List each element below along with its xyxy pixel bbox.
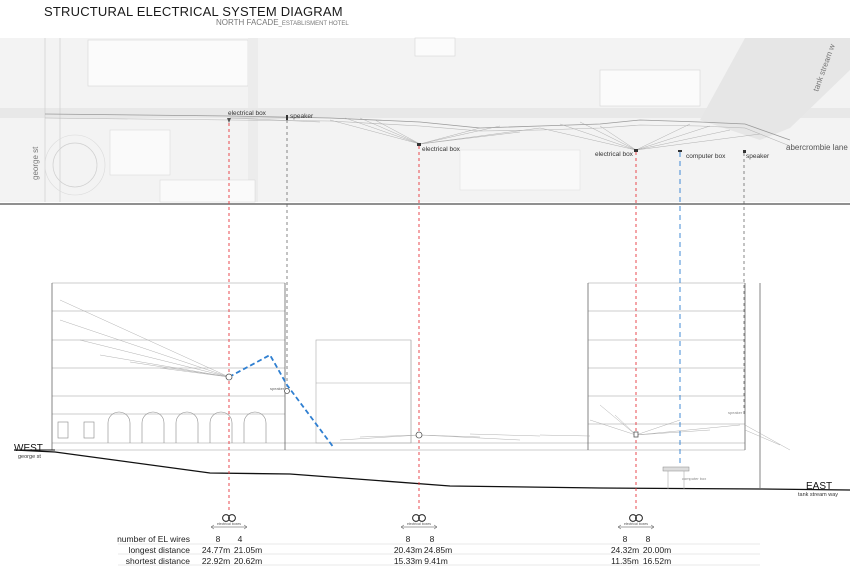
cable-path: [228, 353, 335, 449]
label-east-sub: tank stream way: [798, 492, 838, 498]
speaker-marker: [743, 150, 746, 153]
electrical-box-marker: [634, 149, 638, 152]
electrical-box-marker: [417, 143, 421, 146]
label-speaker-1: speaker: [290, 113, 314, 120]
electrical-box-guides: [228, 123, 637, 512]
plan-block: [87, 39, 249, 87]
cell-g2-c2-shortest: 9.41m: [424, 556, 448, 566]
label-abercrombie: abercrombie lane: [786, 143, 848, 152]
electrical-box-marker: [227, 118, 231, 123]
elevation-computer-box-label: computer box: [682, 476, 706, 481]
legend-icons: electrical boxes electrical boxes electr…: [210, 514, 655, 530]
electrical-box-node: [633, 431, 639, 438]
plan-facade-outline: [44, 113, 791, 141]
speaker-node: [284, 388, 290, 394]
plan-block: [414, 37, 456, 57]
cell-g3-c1-longest: 24.32m: [611, 545, 639, 555]
computer-box-elevation: [662, 466, 690, 489]
page-subtitle: NORTH FACADE_ESTABLISMENT HOTEL: [216, 18, 349, 27]
plan-block: [459, 149, 581, 191]
elevation-wire-fan: [59, 299, 791, 451]
cell-g2-c1-wires: 8: [406, 534, 411, 544]
plan-wire-fan: [229, 117, 761, 151]
ground-line: [13, 449, 850, 491]
cell-g2-c2-wires: 8: [430, 534, 435, 544]
label-electrical-box-3: electrical box: [595, 151, 634, 158]
middle-building: [315, 339, 412, 444]
computer-box-marker: [678, 150, 682, 152]
north-elevation: speaker speaker computer box WEST george…: [13, 120, 850, 512]
wire-stats-table: number of EL wires longest distance shor…: [117, 534, 760, 566]
cell-g1-c2-shortest: 20.62m: [234, 556, 262, 566]
label-electrical-box-1: electrical box: [228, 110, 267, 117]
elevation-speaker-label: speaker: [270, 386, 285, 391]
plan-roundabout: [44, 134, 106, 196]
plan-facade-outline-2: [44, 117, 791, 147]
cell-g1-c2-wires: 4: [238, 534, 243, 544]
legend-caption: electrical boxes: [407, 522, 431, 526]
building-edges: [51, 283, 761, 488]
label-west-sub: george st: [18, 454, 41, 460]
site-plan: george st tank stream w abercrombie lane…: [0, 37, 850, 205]
plan-block: [599, 69, 701, 107]
subtitle-small: _ESTABLISMENT HOTEL: [278, 21, 349, 27]
cell-g3-c2-wires: 8: [646, 534, 651, 544]
label-george-st: george st: [31, 146, 40, 180]
label-east: EAST: [806, 481, 832, 492]
label-computer-box: computer box: [686, 153, 726, 160]
subtitle-main: NORTH FACADE: [216, 18, 279, 27]
legend-caption: electrical boxes: [624, 522, 648, 526]
cell-g1-c1-longest: 24.77m: [202, 545, 230, 555]
cell-g1-c2-longest: 21.05m: [234, 545, 262, 555]
elevation-speaker-label-2: speaker: [728, 410, 743, 415]
cell-g3-c1-wires: 8: [623, 534, 628, 544]
cell-g3-c2-shortest: 16.52m: [643, 556, 671, 566]
row-label-wires: number of EL wires: [117, 534, 190, 544]
cell-g3-c1-shortest: 11.35m: [611, 556, 639, 566]
cell-g2-c1-longest: 20.43m: [394, 545, 422, 555]
electrical-boxes-icon: [617, 514, 655, 530]
speaker-guides: [286, 120, 745, 414]
cell-g3-c2-longest: 20.00m: [643, 545, 671, 555]
plan-roundabout: [52, 142, 98, 188]
cell-g1-c1-wires: 8: [216, 534, 221, 544]
page-title: STRUCTURAL ELECTRICAL SYSTEM DIAGRAM: [44, 4, 343, 19]
cell-g1-c1-shortest: 22.92m: [202, 556, 230, 566]
arched-windows: [57, 411, 267, 443]
cell-g2-c1-shortest: 15.33m: [394, 556, 422, 566]
label-west: WEST: [14, 443, 43, 454]
speaker-marker: [286, 115, 288, 120]
plan-block: [109, 129, 171, 176]
legend-caption: electrical boxes: [217, 522, 241, 526]
floor-lines: [52, 282, 745, 451]
electrical-box-node: [415, 431, 423, 439]
row-label-shortest: shortest distance: [126, 556, 191, 566]
row-label-longest: longest distance: [129, 545, 191, 555]
cell-g2-c2-longest: 24.85m: [424, 545, 452, 555]
label-speaker-2: speaker: [746, 153, 770, 160]
electrical-boxes-icon: [210, 514, 248, 530]
plan-road: [700, 38, 850, 140]
plan-street: [0, 108, 850, 118]
label-electrical-box-2: electrical box: [422, 146, 461, 153]
electrical-boxes-icon: [400, 514, 438, 530]
electrical-box-node: [225, 373, 233, 381]
plan-block: [159, 179, 256, 203]
